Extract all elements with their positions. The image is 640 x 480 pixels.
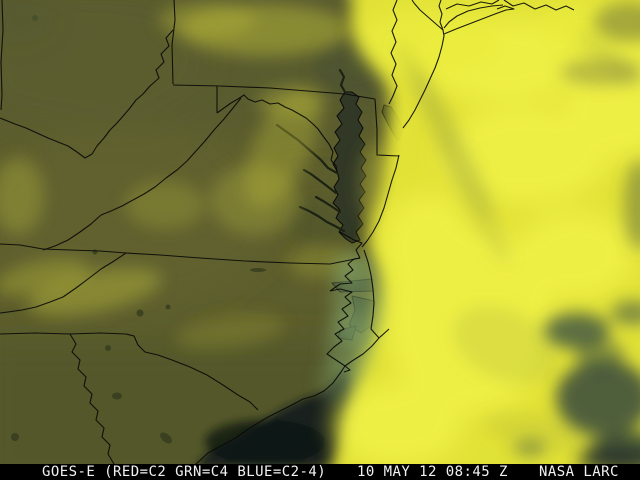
border-wv-va	[100, 97, 242, 216]
border-oh-pa	[171, 0, 176, 85]
hudson-river	[438, 0, 444, 31]
susquehanna-river	[338, 68, 347, 94]
border-nc-sc	[0, 332, 259, 411]
coast-nc-sounds	[326, 288, 353, 367]
james-river	[298, 205, 346, 233]
border-delaware	[374, 98, 400, 157]
border-va-nc	[0, 243, 361, 265]
state-boundaries	[0, 0, 400, 464]
ohio-river	[0, 29, 174, 159]
credit-label: NASA LARC	[539, 464, 619, 480]
border-tn-nc	[0, 252, 127, 314]
timestamp-label: 10 MAY 12 08:45 Z	[357, 464, 508, 480]
border-mason-dixon	[172, 84, 376, 100]
rappahannock-river	[302, 168, 338, 195]
delaware-river-nj	[388, 0, 398, 105]
cloud-gaps-teal	[513, 2, 640, 464]
border-va-ky	[42, 214, 102, 251]
long-island	[443, 4, 515, 35]
coast-delmarva	[361, 154, 400, 248]
status-bar: GOES-E (RED=C2 GRN=C4 BLUE=C2-4) 10 MAY …	[0, 464, 640, 480]
thin-cloud-haze	[0, 2, 391, 350]
border-savannah-river	[69, 333, 115, 464]
coast-nj-ny	[402, 0, 445, 129]
coast-connecticut	[445, 0, 500, 10]
chesapeake-bay	[332, 91, 367, 244]
coast-sc-nc	[195, 365, 346, 464]
satellite-image	[0, 0, 640, 464]
coast-new-england	[503, 0, 575, 11]
cloud-bright-cores	[333, 0, 640, 464]
cloud-band	[318, 0, 640, 464]
cloud-shadow-streaks	[396, 33, 640, 451]
source-label: GOES-E (RED=C2 GRN=C4 BLUE=C2-4)	[42, 464, 327, 480]
coast-albemarle	[329, 257, 361, 292]
lakes	[11, 15, 266, 444]
coast-va-capes	[339, 231, 363, 259]
coastlines	[195, 0, 575, 464]
ocean	[197, 368, 352, 464]
border-potomac-md	[216, 94, 338, 173]
border-left-edge	[0, 0, 4, 111]
outer-banks	[343, 249, 390, 373]
york-river	[314, 195, 342, 214]
